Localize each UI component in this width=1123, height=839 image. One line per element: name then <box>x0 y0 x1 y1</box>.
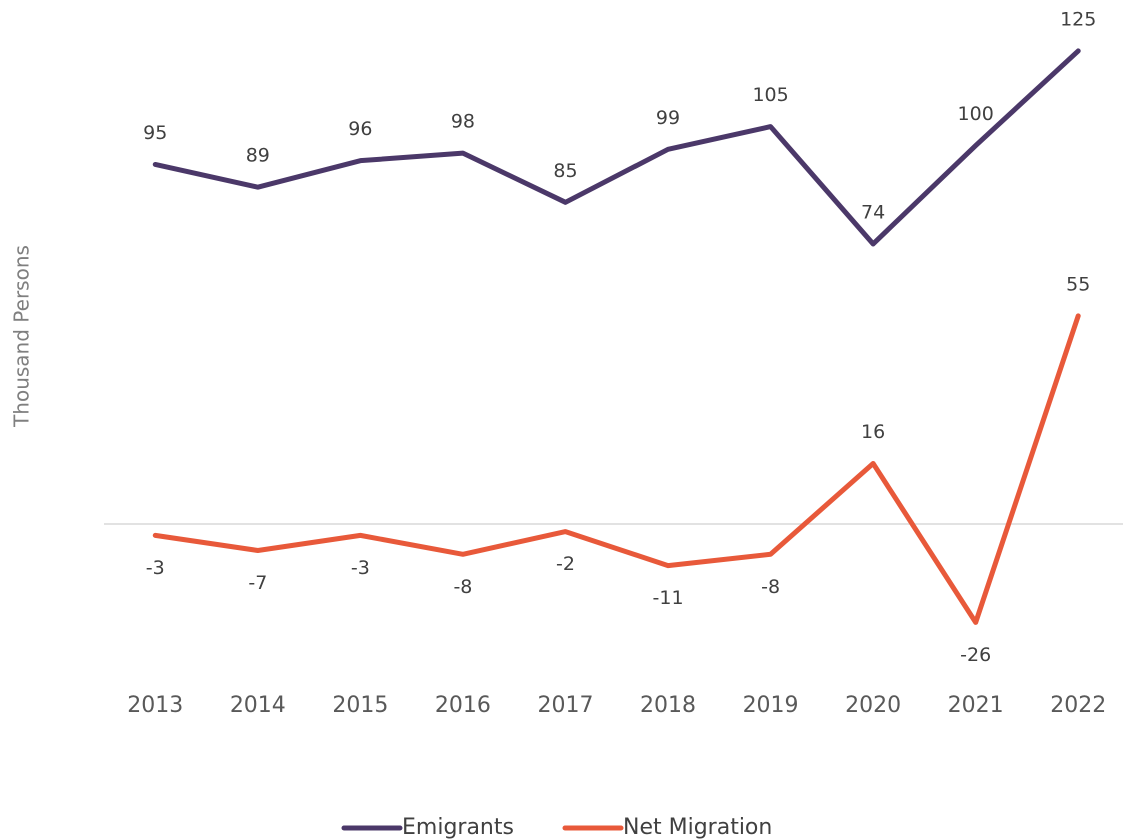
x-tick-label: 2019 <box>743 693 799 718</box>
data-label: 125 <box>1060 8 1096 30</box>
series-line <box>152 313 1081 625</box>
data-label: 55 <box>1066 273 1090 295</box>
x-tick-label: 2014 <box>230 693 286 718</box>
x-tick-label: 2016 <box>435 693 491 718</box>
x-tick-label: 2015 <box>332 693 388 718</box>
data-label: 96 <box>348 118 372 140</box>
series-line <box>152 48 1081 247</box>
x-tick-label: 2021 <box>948 693 1004 718</box>
data-label: -8 <box>453 576 472 598</box>
data-label: 99 <box>656 107 680 129</box>
x-tick-label: 2018 <box>640 693 696 718</box>
x-tick-label: 2017 <box>537 693 593 718</box>
data-label: 85 <box>553 160 577 182</box>
legend-label: Net Migration <box>623 815 772 839</box>
data-label: -26 <box>960 644 991 666</box>
data-label: 89 <box>246 145 270 167</box>
data-label: -11 <box>653 587 684 609</box>
data-label: 74 <box>861 201 885 223</box>
data-label: 98 <box>451 111 475 133</box>
legend-label: Emigrants <box>402 815 514 839</box>
x-tick-label: 2020 <box>845 693 901 718</box>
data-label: -3 <box>146 557 165 579</box>
data-label: -3 <box>351 557 370 579</box>
data-label: -7 <box>248 572 267 594</box>
y-axis-label: Thousand Persons <box>10 245 34 428</box>
x-tick-label: 2013 <box>127 693 183 718</box>
data-label: 95 <box>143 122 167 144</box>
data-label: 16 <box>861 421 885 443</box>
data-label: 100 <box>958 103 994 125</box>
x-tick-label: 2022 <box>1050 693 1106 718</box>
data-label: 105 <box>752 84 788 106</box>
data-label: -2 <box>556 553 575 575</box>
data-label: -8 <box>761 576 780 598</box>
